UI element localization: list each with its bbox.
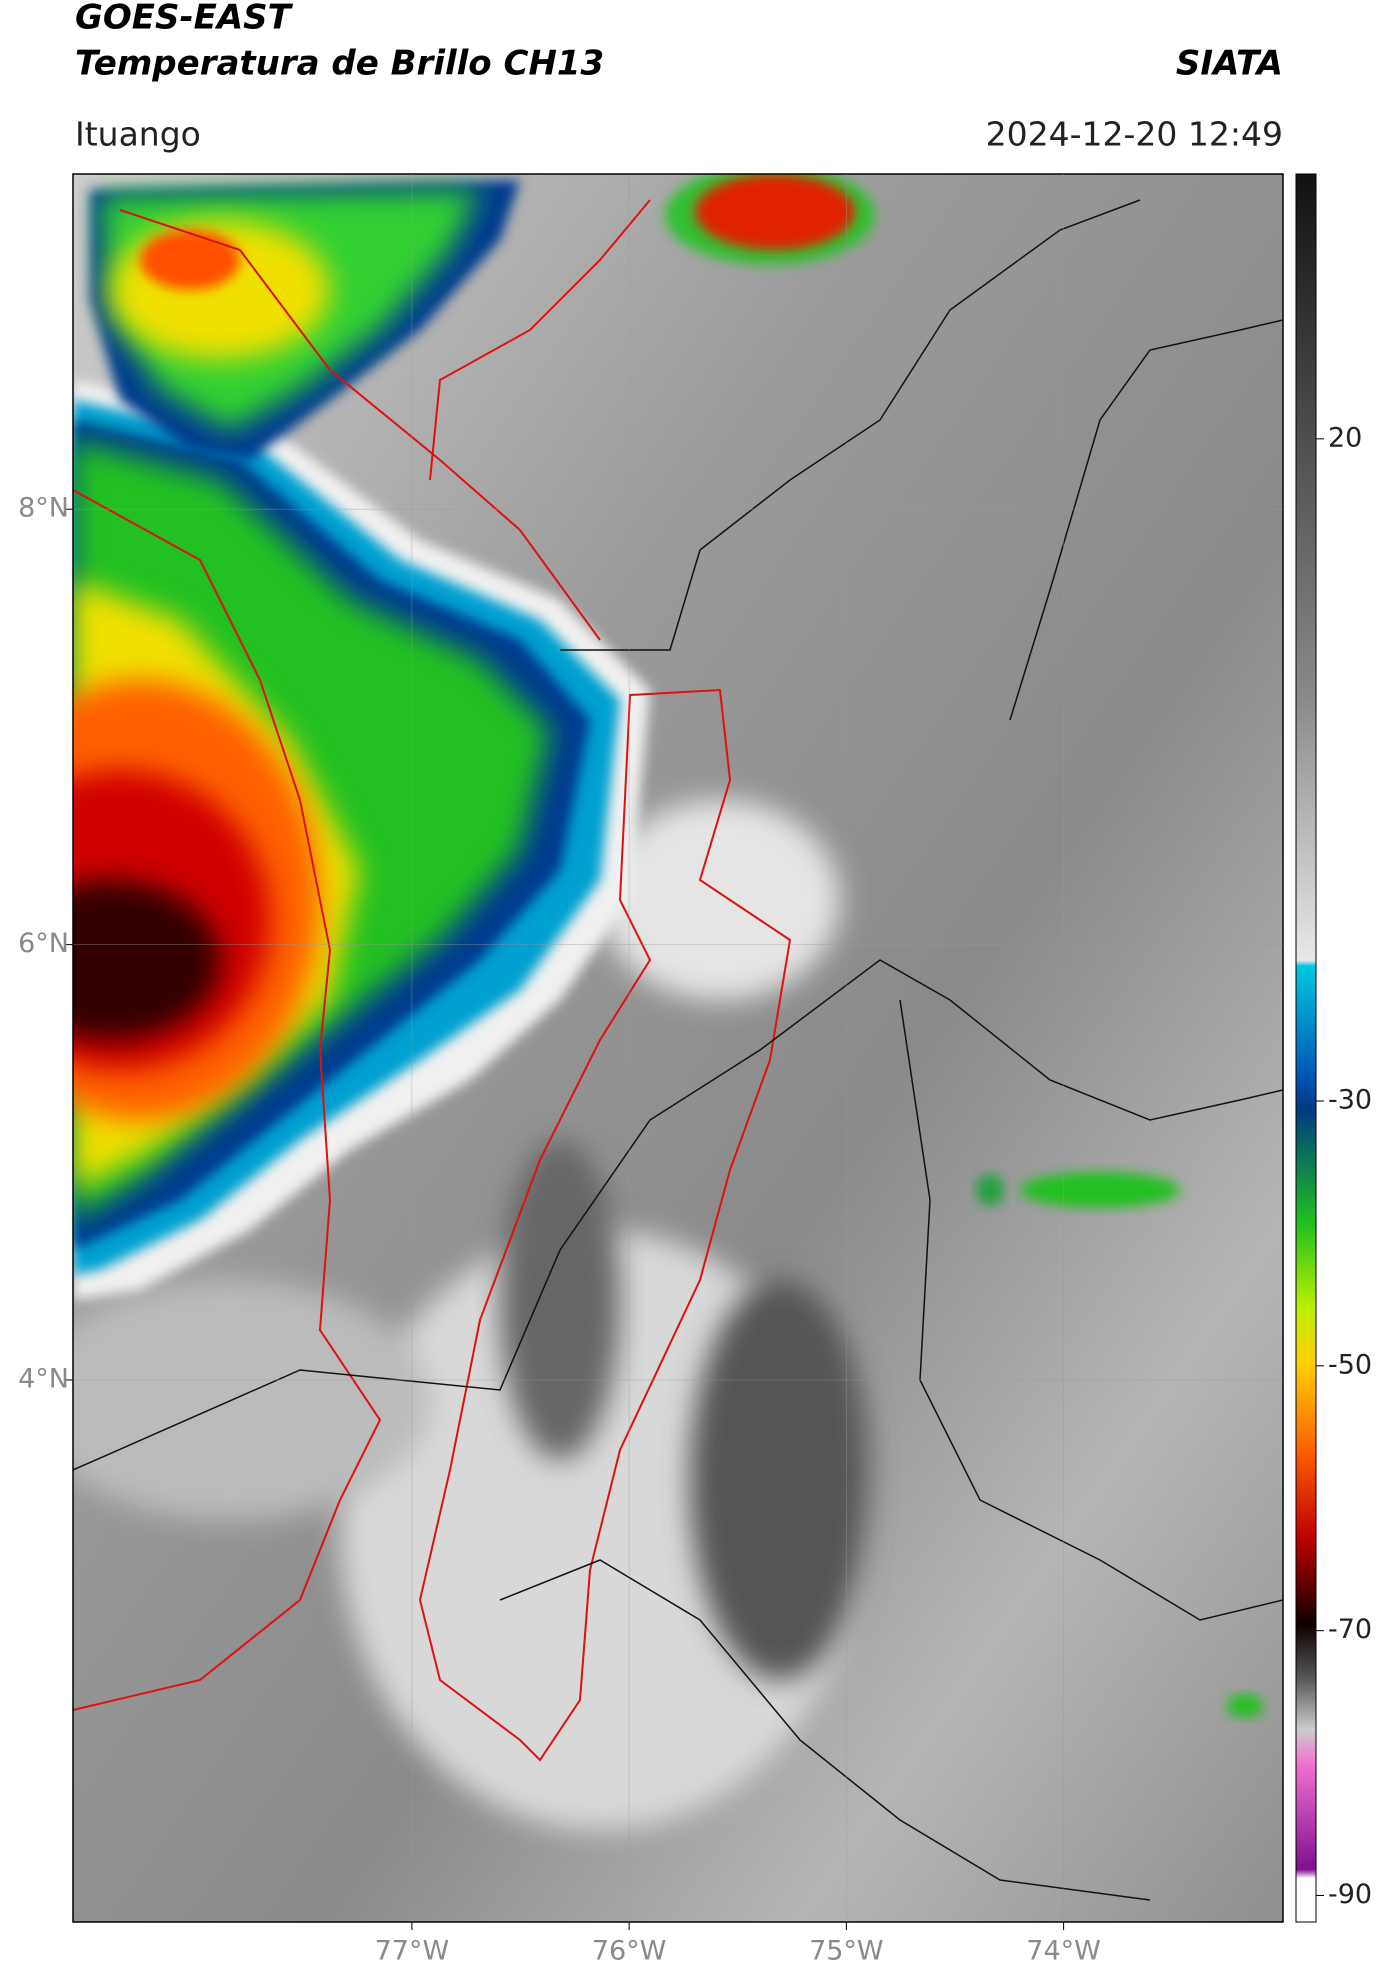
- map-frame: [72, 173, 1284, 1923]
- y-tick-label: 8°N: [18, 493, 69, 524]
- x-tick-label: 75°W: [809, 1936, 884, 1967]
- y-tick-label: 6°N: [18, 928, 69, 959]
- satellite-image: [73, 174, 1283, 1922]
- title: GOES-EAST: [75, 0, 294, 38]
- source: SIATA: [1176, 44, 1283, 84]
- colorbar-tick-label: -30: [1328, 1084, 1372, 1115]
- subtitle: Temperatura de Brillo CH13: [75, 44, 604, 84]
- datetime: 2024-12-20 12:49: [986, 115, 1283, 154]
- colorbar-tick-label: 20: [1328, 422, 1362, 453]
- x-tick-label: 76°W: [592, 1936, 667, 1967]
- location: Ituango: [75, 115, 201, 154]
- x-tick-label: 77°W: [375, 1936, 450, 1967]
- colorbar-tick-label: -90: [1328, 1879, 1372, 1910]
- x-tick-label: 74°W: [1026, 1936, 1101, 1967]
- y-tick-label: 4°N: [18, 1363, 69, 1394]
- colorbar-tick-label: -70: [1328, 1614, 1372, 1645]
- colorbar: [1295, 173, 1317, 1923]
- colorbar-tick-label: -50: [1328, 1349, 1372, 1380]
